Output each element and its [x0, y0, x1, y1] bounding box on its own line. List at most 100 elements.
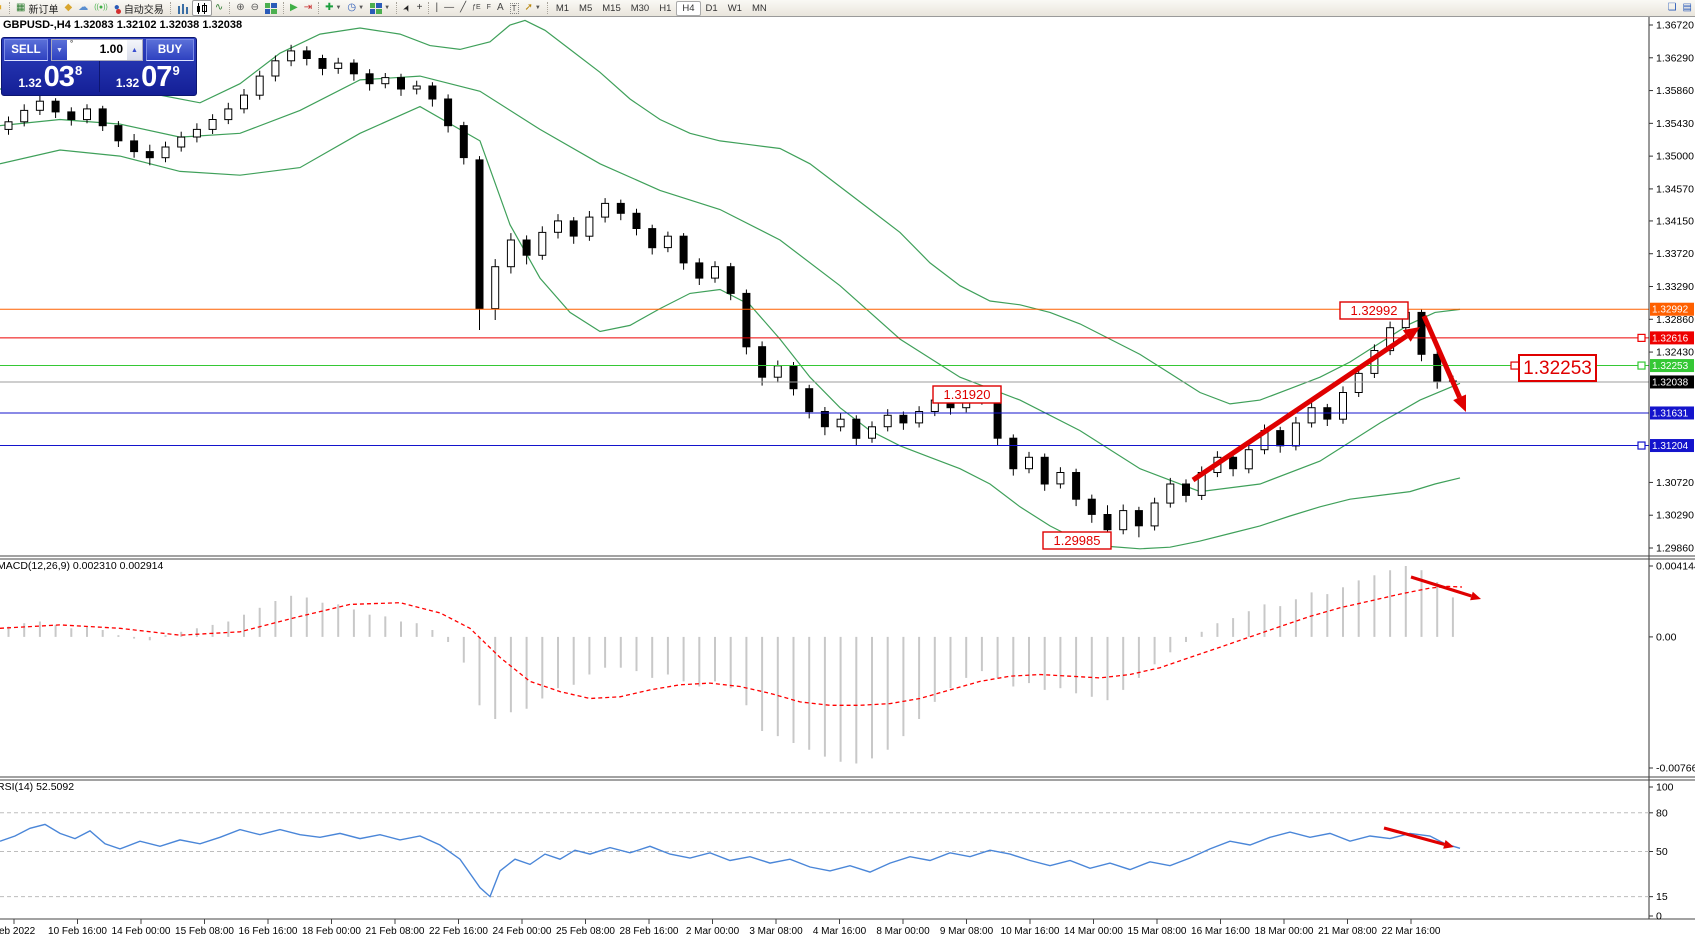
- vertical-line-icon-glyph: |: [435, 2, 439, 13]
- autotrade-button[interactable]: ● 自动交易: [111, 1, 167, 16]
- candle: [302, 50, 311, 60]
- clipped-icon-glyph: ◖: [0, 2, 4, 13]
- candle: [255, 75, 264, 96]
- current-level-callout: [1518, 354, 1597, 382]
- indicators-icon[interactable]: ✚ ▼: [322, 1, 344, 15]
- community-icon[interactable]: ☁: [75, 1, 91, 15]
- svg-text:1.34570: 1.34570: [1656, 183, 1694, 195]
- periods-icon[interactable]: ◷ ▼: [344, 1, 367, 15]
- clipped-icon[interactable]: ◖: [0, 1, 6, 15]
- date-label: 14 Mar 00:00: [1064, 926, 1123, 937]
- candle: [161, 146, 170, 159]
- channel-icon[interactable]: F: [484, 1, 494, 15]
- rsi-panel[interactable]: 100 80 50 15 0: [0, 782, 1674, 923]
- candle: [695, 262, 704, 279]
- crosshair-icon-glyph: +: [416, 2, 423, 13]
- zoom-in-icon[interactable]: ⊕: [233, 1, 247, 15]
- timeframe-button-h1[interactable]: H1: [659, 2, 672, 14]
- sell-price[interactable]: 1.32 03 8: [2, 61, 99, 92]
- volume-degree-mark: °: [70, 39, 74, 48]
- volume-input[interactable]: ° 1.00: [67, 39, 127, 60]
- text-label-icon[interactable]: T: [507, 1, 522, 15]
- buy-button[interactable]: BUY: [146, 39, 194, 61]
- new-order-button-label: 新订单: [28, 4, 59, 16]
- candle: [459, 125, 468, 159]
- candle: [192, 128, 201, 138]
- tile-windows-icon[interactable]: [262, 1, 280, 15]
- trendline-icon[interactable]: ╱: [457, 1, 469, 15]
- line-handle-marker: [1637, 361, 1646, 370]
- timeframe-button-m15[interactable]: M15: [602, 2, 621, 14]
- svg-text:1.32038: 1.32038: [1652, 377, 1689, 388]
- buy-price[interactable]: 1.32 07 9: [98, 61, 197, 94]
- timeframe-button-w1[interactable]: W1: [727, 2, 742, 14]
- candlestick-chart-icon[interactable]: [191, 0, 212, 16]
- volume-value: 1.00: [99, 42, 123, 56]
- timeframe-button-m5[interactable]: M5: [579, 2, 593, 14]
- arrowhead: [1402, 327, 1420, 342]
- dropdown-caret-icon: ▼: [534, 5, 541, 11]
- new-order-button[interactable]: ▦ 新订单: [13, 1, 61, 16]
- timeframe-button-m1[interactable]: M1: [555, 2, 570, 14]
- zoom-out-icon[interactable]: ⊖: [248, 1, 262, 15]
- window-icon[interactable]: ❏: [1665, 1, 1680, 15]
- signal-icon[interactable]: ((●)): [91, 1, 111, 15]
- fibonacci-icon[interactable]: ƒE: [469, 1, 484, 15]
- timeframe-button-h4[interactable]: H4: [676, 0, 701, 16]
- candle: [899, 414, 908, 424]
- bar-chart-icon[interactable]: [174, 1, 192, 15]
- timeframe-button-mn[interactable]: MN: [751, 2, 767, 14]
- svg-text:1.32430: 1.32430: [1656, 347, 1694, 359]
- candle: [1150, 502, 1159, 527]
- volume-decrease-button[interactable]: ▼: [52, 40, 67, 60]
- candle: [711, 266, 719, 279]
- price-axis[interactable]: 1.36720 1.36290 1.35860 1.35430 1.35000 1.345…: [1648, 17, 1694, 919]
- buy-price-main: 07: [141, 61, 172, 94]
- text-icon[interactable]: A: [494, 1, 507, 15]
- price-level-lines[interactable]: 1.32992 1.32616 1.32253 1.32038 1.31631 1.312…: [0, 302, 1694, 453]
- candle: [67, 111, 76, 121]
- price-callout: [932, 385, 1002, 404]
- date-label: 2 Mar 00:00: [686, 926, 740, 937]
- toolbar-separator: [396, 2, 398, 14]
- chart-shift-icon[interactable]: ⇥: [301, 1, 315, 15]
- candle: [318, 58, 327, 69]
- candle: [1339, 392, 1347, 420]
- annotations[interactable]: 1.32992 1.31920 1.29985 1.32253: [932, 301, 1597, 550]
- candle: [1276, 430, 1285, 447]
- svg-text:1.32992: 1.32992: [1652, 305, 1689, 316]
- line-chart-icon[interactable]: ∿: [212, 1, 226, 15]
- cursor-icon[interactable]: ➤: [400, 1, 414, 15]
- trend-arrow-line: [1410, 575, 1472, 598]
- candles-layer[interactable]: [4, 44, 1457, 539]
- vertical-line-icon[interactable]: |: [432, 1, 441, 15]
- horizontal-line-icon[interactable]: —: [441, 1, 457, 15]
- time-axis[interactable]: Feb 2022 10 Feb 16:00 14 Feb 00:00 15 Feb 0…: [0, 919, 1441, 937]
- market-icon[interactable]: ◆: [62, 1, 76, 15]
- svg-text:50: 50: [1656, 846, 1668, 858]
- templates-icon[interactable]: ▼: [367, 1, 393, 15]
- globe-icon: ●: [113, 2, 120, 13]
- macd-panel[interactable]: 0.004144 0.00 -0.007664: [0, 561, 1695, 775]
- auto-scroll-icon[interactable]: ▶: [287, 1, 301, 15]
- toolbar-separator: [282, 2, 284, 14]
- volume-increase-button[interactable]: ▲: [127, 40, 142, 60]
- rsi-indicator-label: RSI(14) 52.5092: [0, 781, 75, 793]
- toolbar-separator: [546, 2, 548, 14]
- buy-price-prefix: 1.32: [115, 75, 140, 90]
- svg-text:-0.007664: -0.007664: [1656, 763, 1695, 775]
- timeframe-button-d1[interactable]: D1: [705, 2, 718, 14]
- candle: [789, 365, 798, 390]
- sell-button[interactable]: SELL: [4, 39, 48, 61]
- svg-text:0.00: 0.00: [1656, 631, 1677, 643]
- crosshair-icon[interactable]: +: [414, 1, 426, 15]
- toolbar-separator: [169, 2, 171, 14]
- candle: [616, 202, 625, 214]
- chart-window-icon[interactable]: ▤: [1680, 1, 1695, 15]
- arrowhead: [1470, 591, 1481, 601]
- timeframe-button-m30[interactable]: M30: [630, 2, 650, 14]
- candle: [1119, 510, 1128, 531]
- indicators-icon-glyph: ✚: [325, 2, 334, 13]
- shapes-icon[interactable]: ➚ ▼: [522, 1, 544, 15]
